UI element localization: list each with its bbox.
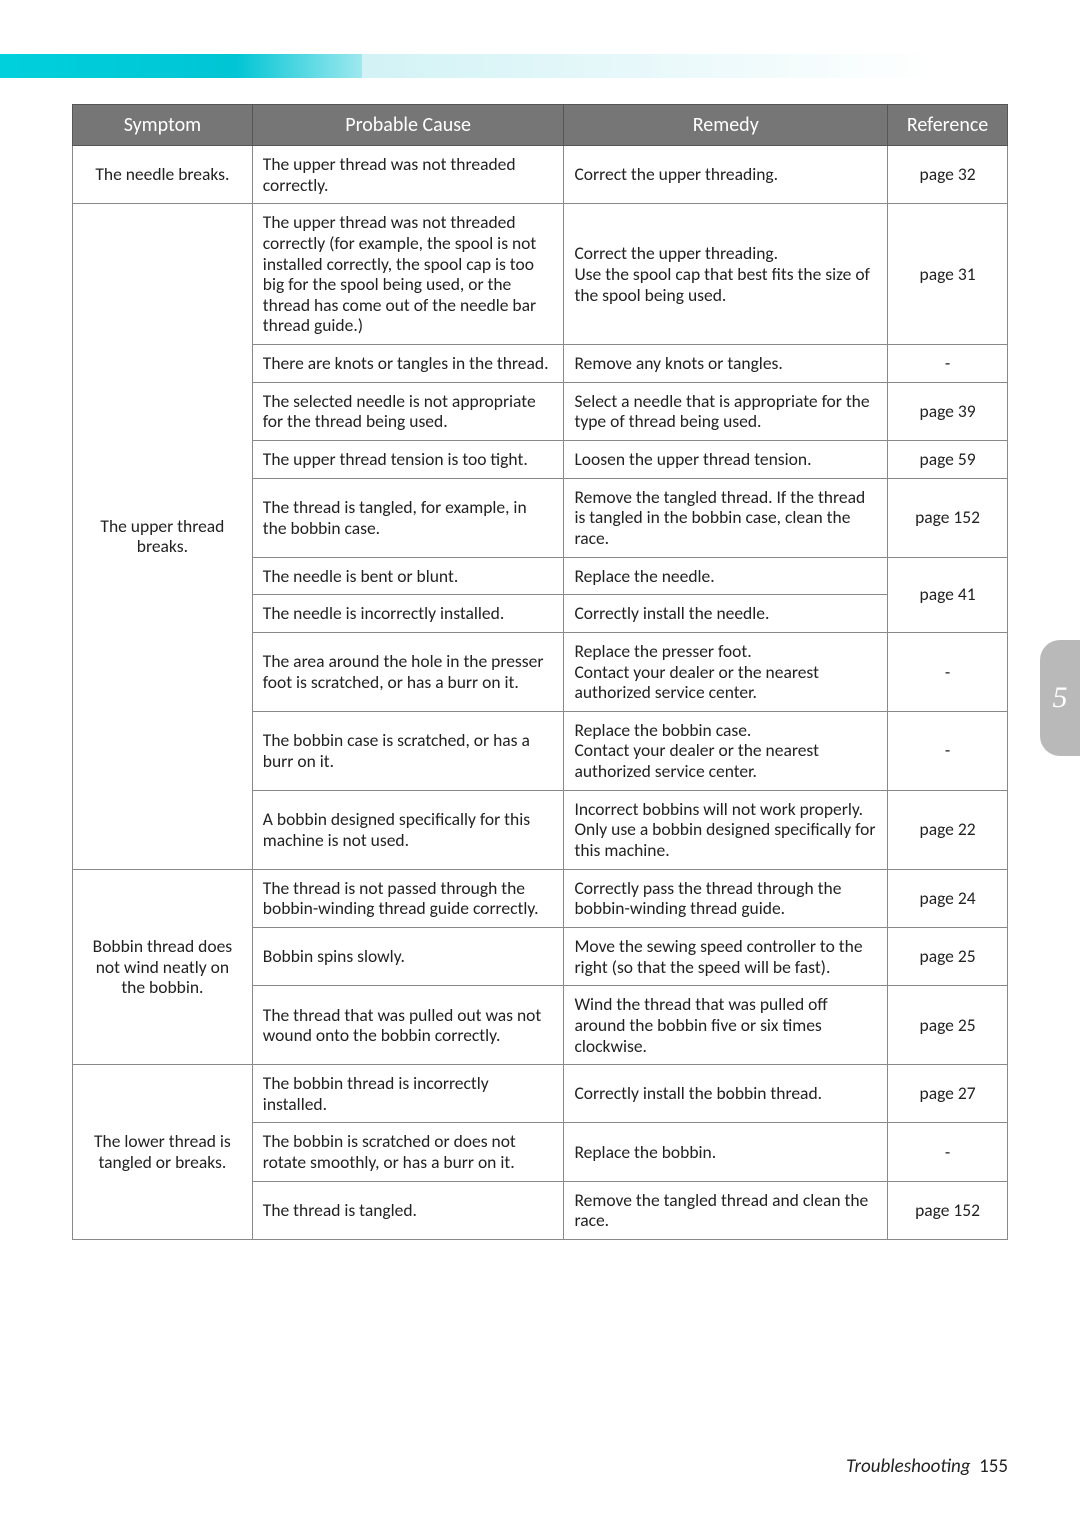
page: 5 Symptom Probable Cause Remedy Referenc…: [0, 0, 1080, 1526]
table-header-row: Symptom Probable Cause Remedy Reference: [73, 105, 1008, 146]
cause-cell: The area around the hole in the presser …: [252, 632, 564, 711]
cause-cell: The thread is not passed through the bob…: [252, 869, 564, 927]
remedy-cell: Remove the tangled thread. If the thread…: [564, 478, 888, 557]
cause-cell: The upper thread tension is too tight.: [252, 441, 564, 479]
troubleshooting-table: Symptom Probable Cause Remedy Reference …: [72, 104, 1008, 1240]
cause-cell: The thread is tangled.: [252, 1181, 564, 1239]
remedy-cell: Correct the upper threading.: [564, 146, 888, 204]
symptom-cell: Bobbin thread does not wind neatly on th…: [73, 869, 253, 1064]
reference-cell: page 24: [888, 869, 1008, 927]
reference-cell: page 31: [888, 204, 1008, 345]
remedy-cell: Correctly install the bobbin thread.: [564, 1065, 888, 1123]
symptom-cell: The needle breaks.: [73, 146, 253, 204]
header-remedy: Remedy: [564, 105, 888, 146]
reference-cell: page 22: [888, 790, 1008, 869]
cause-cell: The selected needle is not appropriate f…: [252, 382, 564, 440]
reference-cell: -: [888, 1123, 1008, 1181]
table-row: Bobbin thread does not wind neatly on th…: [73, 869, 1008, 927]
header-symptom: Symptom: [73, 105, 253, 146]
remedy-cell: Incorrect bobbins will not work properly…: [564, 790, 888, 869]
cause-cell: The thread that was pulled out was not w…: [252, 986, 564, 1065]
cause-cell: Bobbin spins slowly.: [252, 927, 564, 985]
table-row: The upper thread breaks.The upper thread…: [73, 204, 1008, 345]
reference-cell: page 152: [888, 1181, 1008, 1239]
table-row: The lower thread is tangled or breaks.Th…: [73, 1065, 1008, 1123]
cause-cell: A bobbin designed specifically for this …: [252, 790, 564, 869]
remedy-cell: Move the sewing speed controller to the …: [564, 927, 888, 985]
reference-cell: page 59: [888, 441, 1008, 479]
header-cause: Probable Cause: [252, 105, 564, 146]
cause-cell: The upper thread was not threaded correc…: [252, 204, 564, 345]
remedy-cell: Wind the thread that was pulled off arou…: [564, 986, 888, 1065]
footer-section: Troubleshooting: [846, 1455, 970, 1478]
cause-cell: The bobbin thread is incorrectly install…: [252, 1065, 564, 1123]
reference-cell: page 41: [888, 557, 1008, 632]
reference-cell: page 27: [888, 1065, 1008, 1123]
cause-cell: The needle is bent or blunt.: [252, 557, 564, 595]
cause-cell: The needle is incorrectly installed.: [252, 595, 564, 633]
remedy-cell: Replace the bobbin.: [564, 1123, 888, 1181]
reference-cell: -: [888, 632, 1008, 711]
footer-page-number: 155: [979, 1455, 1008, 1478]
table-body: The needle breaks.The upper thread was n…: [73, 146, 1008, 1240]
content-area: Symptom Probable Cause Remedy Reference …: [0, 54, 1080, 1240]
cause-cell: There are knots or tangles in the thread…: [252, 345, 564, 383]
remedy-cell: Correctly install the needle.: [564, 595, 888, 633]
remedy-cell: Remove the tangled thread and clean the …: [564, 1181, 888, 1239]
remedy-cell: Correct the upper threading.Use the spoo…: [564, 204, 888, 345]
reference-cell: -: [888, 711, 1008, 790]
reference-cell: page 152: [888, 478, 1008, 557]
remedy-cell: Replace the needle.: [564, 557, 888, 595]
remedy-cell: Loosen the upper thread tension.: [564, 441, 888, 479]
reference-cell: page 32: [888, 146, 1008, 204]
page-footer: Troubleshooting 155: [846, 1455, 1008, 1478]
remedy-cell: Remove any knots or tangles.: [564, 345, 888, 383]
remedy-cell: Select a needle that is appropriate for …: [564, 382, 888, 440]
reference-cell: -: [888, 345, 1008, 383]
cause-cell: The bobbin case is scratched, or has a b…: [252, 711, 564, 790]
remedy-cell: Correctly pass the thread through the bo…: [564, 869, 888, 927]
remedy-cell: Replace the presser foot.Contact your de…: [564, 632, 888, 711]
header-reference: Reference: [888, 105, 1008, 146]
remedy-cell: Replace the bobbin case.Contact your dea…: [564, 711, 888, 790]
reference-cell: page 25: [888, 986, 1008, 1065]
cause-cell: The upper thread was not threaded correc…: [252, 146, 564, 204]
symptom-cell: The upper thread breaks.: [73, 204, 253, 869]
symptom-cell: The lower thread is tangled or breaks.: [73, 1065, 253, 1240]
cause-cell: The thread is tangled, for example, in t…: [252, 478, 564, 557]
reference-cell: page 39: [888, 382, 1008, 440]
table-row: The needle breaks.The upper thread was n…: [73, 146, 1008, 204]
reference-cell: page 25: [888, 927, 1008, 985]
cause-cell: The bobbin is scratched or does not rota…: [252, 1123, 564, 1181]
